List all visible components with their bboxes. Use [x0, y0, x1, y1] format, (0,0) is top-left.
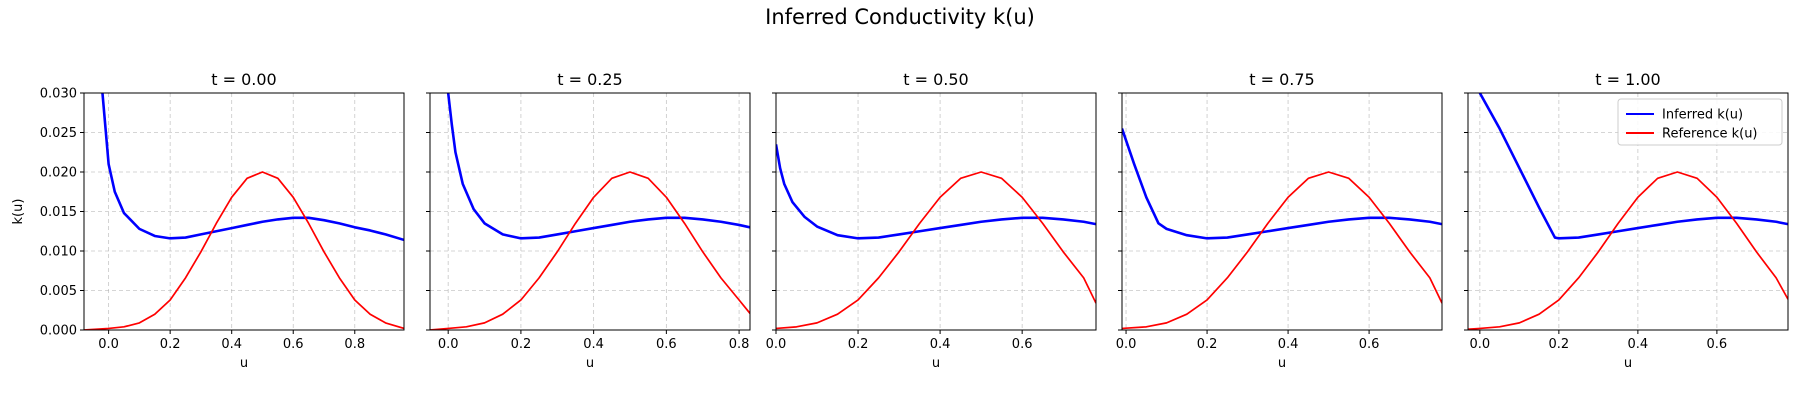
- x-tick-label: 0.4: [1278, 337, 1299, 352]
- x-tick-label: 0.2: [1549, 337, 1570, 352]
- plot-frame: [1121, 92, 1443, 331]
- x-axis-label: u: [240, 356, 248, 371]
- x-tick-label: 0.4: [583, 337, 604, 352]
- legend-label: Inferred k(u): [1662, 108, 1743, 123]
- y-tick-label: 0.020: [40, 166, 77, 181]
- series-line-reference: [776, 171, 1096, 330]
- y-tick-label: 0.030: [40, 87, 77, 102]
- x-tick-label: 0.6: [1359, 337, 1380, 352]
- figure-title: Inferred Conductivity k(u): [765, 5, 1035, 29]
- x-tick-label: 0.2: [1197, 337, 1218, 352]
- y-tick-label: 0.015: [40, 205, 77, 220]
- y-tick-label: 0.005: [40, 284, 77, 299]
- plot-frame: [429, 92, 751, 331]
- x-tick-label: 0.8: [729, 337, 750, 352]
- chart-panel-1: 0.0 0.2 0.4 0.6 0.8 t = 0.25 u: [426, 70, 751, 371]
- x-tick-label: 0.6: [283, 337, 304, 352]
- x-tick-label: 0.0: [98, 337, 119, 352]
- legend-box: [1617, 98, 1783, 146]
- x-tick-label: 0.6: [1707, 337, 1728, 352]
- x-tick-label: 0.0: [1116, 337, 1137, 352]
- series-line-inferred: [1478, 93, 1788, 240]
- x-axis-label: u: [586, 356, 594, 371]
- chart-panel-2: 0.0 0.2 0.4 0.6 t = 0.50 u: [766, 70, 1097, 371]
- legend: Inferred k(u) Reference k(u): [1617, 98, 1783, 146]
- series-line-inferred: [776, 144, 1096, 240]
- chart-panel-3: 0.0 0.2 0.4 0.6 t = 0.75 u: [1116, 70, 1443, 371]
- series-group: [430, 93, 750, 330]
- x-tick-label: 0.0: [1470, 337, 1491, 352]
- chart-panel-0: 0.0 0.2 0.4 0.6 0.8 0.000 0.005 0.010 0.015 0.020…: [11, 70, 405, 371]
- series-line-reference: [1122, 171, 1442, 330]
- panel-title: t = 0.50: [903, 70, 968, 89]
- x-tick-label: 0.8: [344, 337, 365, 352]
- x-tick-label: 0.2: [511, 337, 532, 352]
- x-tick-label: 0.0: [438, 337, 459, 352]
- series-group: [84, 93, 404, 330]
- chart-panel-4: 0.0 0.2 0.4 0.6 t = 1.00 u Inferred k(u) Refere…: [1464, 70, 1789, 371]
- panel-title: t = 0.00: [211, 70, 276, 89]
- panel-title: t = 0.25: [557, 70, 622, 89]
- x-tick-label: 0.2: [160, 337, 181, 352]
- x-axis-label: u: [1624, 356, 1632, 371]
- x-tick-label: 0.4: [930, 337, 951, 352]
- x-tick-label: 0.6: [656, 337, 677, 352]
- series-line-reference: [1468, 171, 1788, 330]
- series-line-inferred: [446, 93, 750, 240]
- x-tick-label: 0.4: [1628, 337, 1649, 352]
- series-line-inferred: [1122, 128, 1442, 240]
- series-group: [1122, 128, 1442, 330]
- plot-frame: [83, 92, 405, 331]
- series-line-inferred: [101, 93, 404, 242]
- y-axis-label: k(u): [11, 199, 26, 225]
- plot-frame: [775, 92, 1097, 331]
- panel-title: t = 1.00: [1595, 70, 1660, 89]
- y-tick-label: 0.000: [40, 324, 77, 339]
- y-tick-label: 0.025: [40, 126, 77, 141]
- y-tick-label: 0.010: [40, 245, 77, 260]
- x-axis-label: u: [1278, 356, 1286, 371]
- x-tick-label: 0.6: [1012, 337, 1033, 352]
- panel-title: t = 0.75: [1249, 70, 1314, 89]
- x-axis-label: u: [932, 356, 940, 371]
- x-tick-label: 0.4: [221, 337, 242, 352]
- x-tick-label: 0.2: [848, 337, 869, 352]
- series-line-reference: [84, 171, 404, 330]
- series-group: [1468, 93, 1788, 330]
- legend-label: Reference k(u): [1662, 127, 1758, 142]
- series-group: [776, 144, 1096, 330]
- panels: 0.0 0.2 0.4 0.6 0.8 0.000 0.005 0.010 0.015 0.020…: [11, 70, 1789, 371]
- series-line-reference: [430, 171, 750, 330]
- x-tick-label: 0.0: [766, 337, 787, 352]
